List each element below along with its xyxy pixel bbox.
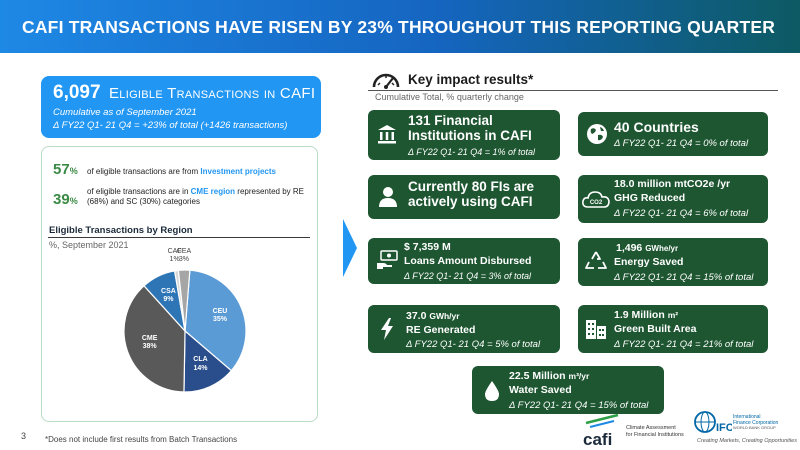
recycle-icon <box>585 251 607 269</box>
lightning-icon <box>381 318 393 340</box>
stat-investment-pct: 57% <box>53 161 78 178</box>
stats-panel <box>41 146 318 422</box>
ifc-logo-text: International Finance Corporation WORLD … <box>733 414 779 430</box>
cafi-logo-text: Climate Assessment for Financial Institu… <box>626 425 684 438</box>
card-ghg-delta: Δ FY22 Q1- 21 Q4 = 6% of total <box>614 208 749 219</box>
pie-label-csa: CSA 9% <box>161 288 176 304</box>
card-countries: 40 Countries Δ FY22 Q1- 21 Q4 = 0% of to… <box>578 112 768 156</box>
pie-label-cea: CEA 3% <box>176 247 192 263</box>
card-financial-institutions: 131 Financial Institutions in CAFI Δ FY2… <box>368 110 560 160</box>
investment-projects-highlight: Investment projects <box>200 167 276 176</box>
kpi-box: 6,097 Eligible Transactions in CAFI Cumu… <box>41 76 321 138</box>
pie-label-cla: CLA 14% <box>193 356 208 372</box>
pie-slice-cla <box>183 329 233 393</box>
card-energy-value: 1,496 GWhe/yr <box>616 242 679 254</box>
page-number: 3 <box>21 431 27 441</box>
card-water-saved: 22.5 Million m³/yr Water Saved Δ FY22 Q1… <box>472 366 664 414</box>
card-loans-value: $ 7,359 M <box>404 241 451 253</box>
pie-label-caf: CAF 1% <box>167 248 182 264</box>
ifc-globe-logo: IFC <box>694 411 732 434</box>
card-energy-saved: 1,496 GWhe/yr Energy Saved Δ FY22 Q1- 21… <box>578 238 768 286</box>
card-countries-title: 40 Countries <box>614 119 699 135</box>
kpi-headline: 6,097 Eligible Transactions in CAFI <box>53 82 315 104</box>
kpi-number: 6,097 <box>53 82 101 103</box>
stat-cme-text: of eligible transactions are in CME regi… <box>87 187 305 207</box>
cme-region-highlight: CME region <box>190 187 236 196</box>
card-energy-label: Energy Saved <box>614 256 684 268</box>
person-icon <box>379 187 397 207</box>
footnote: *Does not include first results from Bat… <box>45 435 238 444</box>
gauge-icon <box>372 73 400 89</box>
card-fi-delta: Δ FY22 Q1- 21 Q4 = 1% of total <box>408 147 536 157</box>
stat-cme-pct: 39% <box>53 191 78 208</box>
building-icon <box>586 320 606 339</box>
card-fi-title: 131 Financial Institutions in CAFI <box>408 113 532 143</box>
card-loans-label: Loans Amount Disbursed <box>404 255 532 267</box>
page-title: CAFI TRANSACTIONS HAVE RISEN BY 23% THRO… <box>22 17 776 37</box>
pie-label-cme: CME 38% <box>141 335 158 351</box>
card-re-delta: Δ FY22 Q1- 21 Q4 = 5% of total <box>406 339 541 350</box>
card-re-generated: 37.0 GWh/yr RE Generated Δ FY22 Q1- 21 Q… <box>368 305 560 353</box>
card-energy-delta: Δ FY22 Q1- 21 Q4 = 15% of total <box>614 272 754 283</box>
stat-investment-text: of eligible transactions are from Invest… <box>87 167 276 176</box>
card-loans-delta: Δ FY22 Q1- 21 Q4 = 3% of total <box>404 271 532 281</box>
kpi-cumulative: Cumulative as of September 2021 <box>53 107 197 118</box>
card-ghg-value: 18.0 million mtCO2e /yr <box>614 178 731 190</box>
pie-slice-cea <box>177 269 191 332</box>
globe-icon <box>587 124 607 144</box>
key-impact-title: Key impact results* <box>408 72 534 87</box>
ifc-tagline: Creating Markets, Creating Opportunities <box>697 438 797 444</box>
region-pie-chart <box>123 269 247 393</box>
card-water-delta: Δ FY22 Q1- 21 Q4 = 15% of total <box>509 400 649 411</box>
water-drop-icon <box>485 381 499 401</box>
pie-slice-cme <box>123 284 186 393</box>
co2-cloud-icon: CO2 <box>582 191 610 208</box>
card-countries-delta: Δ FY22 Q1- 21 Q4 = 0% of total <box>614 138 749 149</box>
card-re-label: RE Generated <box>406 324 476 336</box>
svg-text:IFC: IFC <box>716 422 732 434</box>
pie-label-ceu: CEU 35% <box>212 307 228 323</box>
svg-text:cafi: cafi <box>583 430 612 449</box>
card-re-value: 37.0 GWh/yr <box>406 310 460 322</box>
chart-title: Eligible Transactions by Region <box>49 225 193 236</box>
card-green-delta: Δ FY22 Q1- 21 Q4 = 21% of total <box>614 339 754 350</box>
svg-text:CO2: CO2 <box>590 200 603 206</box>
card-ghg-reduced: CO2 18.0 million mtCO2e /yr GHG Reduced … <box>578 175 768 223</box>
card-loans: $ 7,359 M Loans Amount Disbursed Δ FY22 … <box>368 238 560 284</box>
bank-icon <box>378 125 396 144</box>
money-hand-icon <box>377 250 398 269</box>
header-banner: CAFI TRANSACTIONS HAVE RISEN BY 23% THRO… <box>0 0 800 53</box>
card-ghg-label: GHG Reduced <box>614 192 686 204</box>
key-impact-rule <box>368 90 778 91</box>
card-active-fis: Currently 80 FIs are actively using CAFI <box>368 175 560 219</box>
kpi-delta: Δ FY22 Q1- 21 Q4 = +23% of total (+1426 … <box>53 120 288 131</box>
card-green-value: 1.9 Million m² <box>614 309 679 321</box>
pie-slice-ceu <box>184 269 247 372</box>
arrow-chevron-icon <box>343 219 357 277</box>
card-water-label: Water Saved <box>509 384 572 396</box>
card-active-title: Currently 80 FIs are actively using CAFI <box>408 179 535 209</box>
card-green-label: Green Built Area <box>614 323 697 335</box>
chart-subtitle: %, September 2021 <box>49 240 129 250</box>
key-impact-subtitle: Cumulative Total, % quarterly change <box>375 92 524 102</box>
chart-title-rule <box>48 237 310 238</box>
card-water-value: 22.5 Million m³/yr <box>509 370 590 382</box>
kpi-label: Eligible Transactions in CAFI <box>109 85 316 102</box>
cafi-logo: cafi <box>583 413 619 449</box>
card-green-built-area: 1.9 Million m² Green Built Area Δ FY22 Q… <box>578 305 768 353</box>
